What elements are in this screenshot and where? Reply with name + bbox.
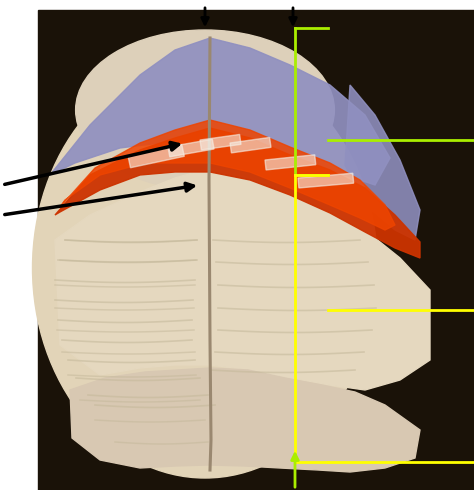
Bar — [128, 145, 184, 168]
Polygon shape — [55, 168, 430, 390]
Bar — [298, 173, 354, 188]
Polygon shape — [50, 38, 390, 185]
Polygon shape — [55, 128, 420, 258]
Bar — [265, 155, 316, 170]
Ellipse shape — [33, 58, 377, 478]
Bar — [230, 137, 271, 153]
Bar — [200, 134, 241, 150]
Ellipse shape — [76, 30, 334, 190]
Polygon shape — [345, 85, 420, 240]
Polygon shape — [60, 120, 395, 230]
Polygon shape — [70, 368, 420, 472]
Bar — [168, 139, 214, 157]
